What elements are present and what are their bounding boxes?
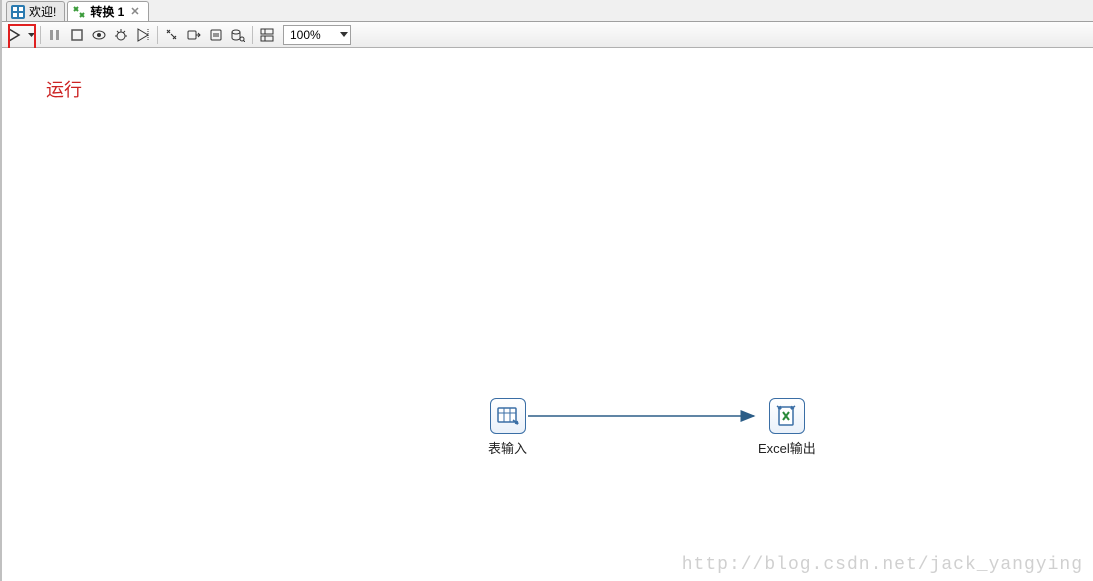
watermark: http://blog.csdn.net/jack_yangying [682,555,1083,575]
chevron-down-icon [340,32,348,37]
separator [40,26,41,44]
close-icon[interactable]: ✕ [130,5,139,18]
tab-label: 转换 1 [90,3,124,20]
welcome-icon [11,5,25,19]
separator [252,26,253,44]
excel-output-icon [769,398,805,434]
zoom-combo[interactable]: 100% [283,25,351,45]
run-dropdown-caret[interactable] [26,25,36,45]
preview-button[interactable] [89,25,109,45]
separator [157,26,158,44]
pause-button[interactable] [45,25,65,45]
table-input-icon [490,398,526,434]
run-annotation: 运行 [46,76,82,102]
tab-transform-1[interactable]: 转换 1 ✕ [67,1,148,21]
stop-button[interactable] [67,25,87,45]
tab-welcome[interactable]: 欢迎! [6,1,65,21]
node-excel-output[interactable]: Excel输出 [758,398,816,457]
verify-button[interactable] [162,25,182,45]
replay-button[interactable] [133,25,153,45]
node-table-input[interactable]: 表输入 [488,398,527,457]
toolbar: 100% [2,22,1093,48]
node-label: 表输入 [488,438,527,457]
node-label: Excel输出 [758,438,816,457]
show-results-button[interactable] [257,25,277,45]
hop-arrow [2,48,1093,581]
transform-icon [72,5,86,19]
tab-label: 欢迎! [29,3,56,20]
debug-button[interactable] [111,25,131,45]
tab-bar: 欢迎! 转换 1 ✕ [2,0,1093,22]
canvas[interactable]: 运行 表输入 [2,48,1093,581]
run-button[interactable] [4,25,24,45]
zoom-value: 100% [290,28,330,42]
sql-button[interactable] [206,25,226,45]
impact-button[interactable] [184,25,204,45]
explore-db-button[interactable] [228,25,248,45]
